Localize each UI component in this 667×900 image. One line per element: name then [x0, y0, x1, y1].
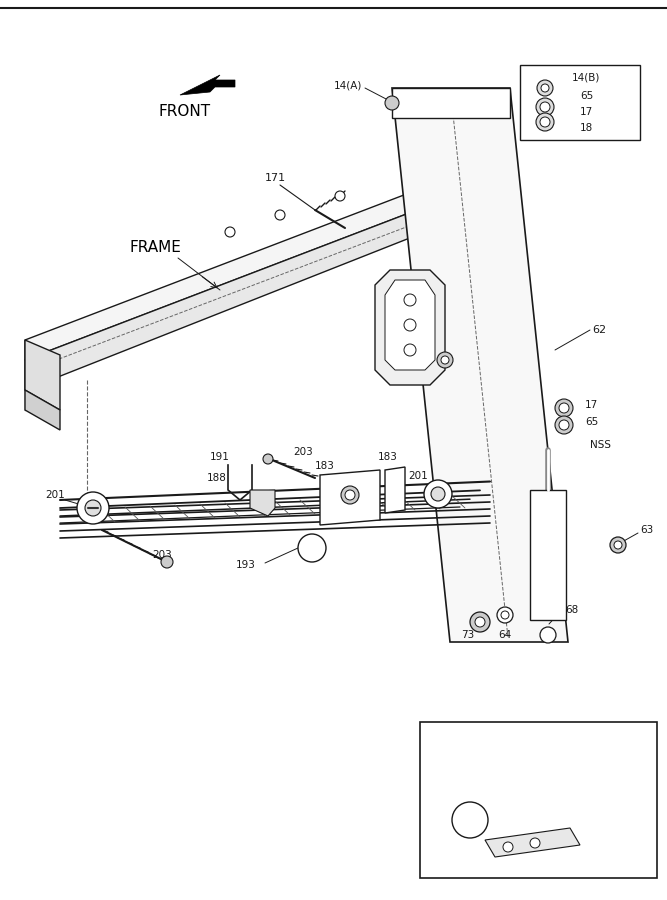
Circle shape [385, 96, 399, 110]
Polygon shape [420, 722, 657, 878]
Text: FRAME: FRAME [129, 240, 181, 256]
Circle shape [530, 838, 540, 848]
Text: 193: 193 [236, 560, 256, 570]
Circle shape [275, 210, 285, 220]
Circle shape [404, 319, 416, 331]
Polygon shape [375, 270, 445, 385]
Circle shape [610, 537, 626, 553]
Text: 191: 191 [210, 452, 230, 462]
Circle shape [345, 490, 355, 500]
Polygon shape [485, 828, 580, 857]
Circle shape [335, 191, 345, 201]
Polygon shape [520, 65, 640, 140]
Polygon shape [250, 490, 275, 516]
Text: ASSIST SIDE: ASSIST SIDE [500, 739, 576, 752]
Circle shape [404, 294, 416, 306]
Circle shape [497, 607, 513, 623]
Circle shape [161, 556, 173, 568]
Circle shape [559, 420, 569, 430]
Circle shape [424, 480, 452, 508]
Polygon shape [392, 88, 510, 118]
Text: 65: 65 [580, 91, 593, 101]
Text: 203: 203 [152, 550, 172, 560]
Polygon shape [385, 280, 435, 370]
Polygon shape [180, 75, 235, 95]
Circle shape [77, 492, 109, 524]
Circle shape [441, 356, 449, 364]
Circle shape [541, 84, 549, 92]
Text: 65: 65 [585, 417, 598, 427]
Circle shape [452, 802, 488, 838]
Circle shape [298, 534, 326, 562]
Text: NSS: NSS [590, 440, 611, 450]
Polygon shape [320, 470, 380, 525]
Circle shape [503, 842, 513, 852]
Circle shape [501, 611, 509, 619]
Text: 201: 201 [408, 471, 428, 481]
Circle shape [404, 344, 416, 356]
Circle shape [437, 352, 453, 368]
Text: 188: 188 [207, 473, 227, 483]
Text: 64: 64 [498, 630, 512, 640]
Text: A: A [308, 543, 315, 553]
Polygon shape [530, 490, 566, 620]
Polygon shape [25, 390, 60, 430]
Circle shape [431, 487, 445, 501]
Text: 68: 68 [565, 605, 578, 615]
Text: 14(A): 14(A) [334, 80, 362, 90]
Text: 173: 173 [404, 350, 424, 360]
Text: 183: 183 [315, 461, 335, 471]
Circle shape [470, 612, 490, 632]
Circle shape [614, 541, 622, 549]
Polygon shape [385, 467, 405, 513]
Circle shape [555, 416, 573, 434]
Text: 14(B): 14(B) [572, 73, 600, 83]
Circle shape [540, 117, 550, 127]
Text: 63: 63 [640, 525, 653, 535]
Circle shape [225, 227, 235, 237]
Text: 18: 18 [580, 123, 593, 133]
Polygon shape [25, 340, 60, 410]
Text: FRONT: FRONT [159, 104, 211, 120]
Circle shape [540, 627, 556, 643]
Text: A: A [466, 814, 474, 826]
Text: 2: 2 [326, 485, 334, 495]
Text: 73: 73 [462, 630, 475, 640]
Circle shape [263, 454, 273, 464]
Polygon shape [25, 185, 430, 360]
Text: 62: 62 [592, 325, 606, 335]
Text: 183: 183 [378, 452, 398, 462]
Text: 203: 203 [293, 447, 313, 457]
Polygon shape [392, 88, 568, 642]
Circle shape [559, 403, 569, 413]
Polygon shape [25, 205, 430, 390]
Text: 168: 168 [390, 310, 410, 320]
Circle shape [341, 486, 359, 504]
Circle shape [555, 399, 573, 417]
Circle shape [537, 80, 553, 96]
Circle shape [475, 617, 485, 627]
Circle shape [540, 102, 550, 112]
Text: 491: 491 [560, 795, 581, 805]
Circle shape [536, 98, 554, 116]
Text: 201: 201 [45, 490, 65, 500]
Text: 17: 17 [580, 107, 593, 117]
Circle shape [85, 500, 101, 516]
Text: 171: 171 [264, 173, 285, 183]
Text: 17: 17 [585, 400, 598, 410]
Circle shape [536, 113, 554, 131]
